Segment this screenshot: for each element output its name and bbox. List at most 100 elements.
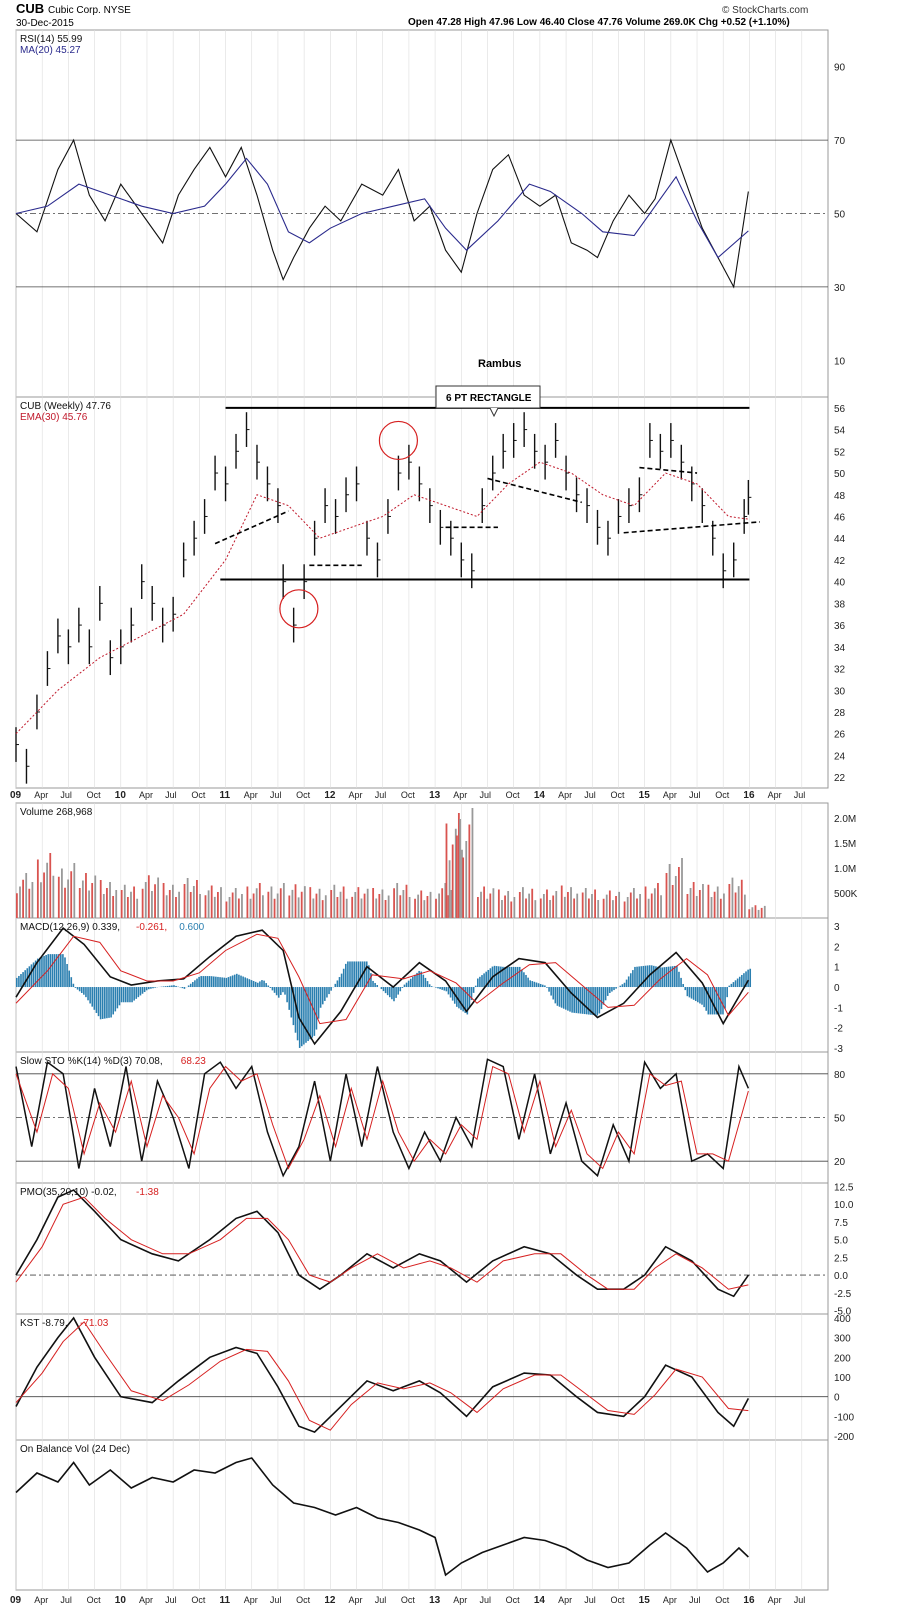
macd-histogram-bar bbox=[451, 987, 454, 1001]
x-tick-label: Apr bbox=[139, 790, 153, 800]
x-tick-label: Apr bbox=[453, 790, 467, 800]
macd-histogram-bar bbox=[437, 987, 439, 989]
volume-bar bbox=[309, 887, 312, 918]
x-tick-label: 14 bbox=[534, 790, 546, 801]
x-tick-label: Apr bbox=[768, 790, 782, 800]
macd-histogram-bar bbox=[309, 987, 311, 1040]
macd-histogram-bar bbox=[152, 987, 154, 989]
volume-bar bbox=[130, 891, 132, 918]
volume-bar bbox=[31, 882, 34, 918]
volume-bar bbox=[210, 885, 213, 918]
volume-bar bbox=[731, 877, 734, 918]
macd-histogram-bar bbox=[368, 965, 370, 988]
macd-histogram-bar bbox=[535, 982, 538, 988]
macd-histogram-bar bbox=[217, 976, 219, 988]
macd-histogram-bar bbox=[53, 954, 56, 988]
volume-bar bbox=[255, 888, 258, 918]
volume-bar bbox=[660, 895, 662, 918]
kst-series-0-line bbox=[15, 1316, 750, 1434]
rsi-series-0-line bbox=[15, 138, 749, 289]
macd-histogram-bar bbox=[372, 980, 374, 988]
x-tick-label: 15 bbox=[639, 790, 651, 801]
volume-bar bbox=[372, 888, 375, 918]
macd-histogram-bar bbox=[562, 987, 565, 1009]
volume-bar bbox=[262, 895, 264, 918]
volume-bar bbox=[61, 868, 63, 918]
macd-histogram-bar bbox=[231, 975, 234, 988]
price-legend-0: CUB (Weekly) 47.76 bbox=[20, 401, 111, 412]
macd-histogram-bar bbox=[290, 987, 293, 1018]
macd-histogram-bar bbox=[386, 987, 389, 996]
macd-histogram-bar bbox=[24, 970, 26, 988]
volume-bar bbox=[46, 862, 49, 918]
x-tick-label: Jul bbox=[584, 790, 596, 800]
x-tick-label: 10 bbox=[115, 790, 127, 801]
x-tick-label: Apr bbox=[244, 790, 258, 800]
volume-bar bbox=[279, 888, 282, 918]
macd-histogram-bar bbox=[171, 985, 173, 988]
volume-bar bbox=[199, 894, 201, 918]
price-y-tick-label: 52 bbox=[834, 447, 846, 458]
macd-histogram-bar bbox=[512, 966, 515, 988]
macd-histogram-bar bbox=[365, 961, 368, 988]
price-y-tick-label: 56 bbox=[834, 404, 846, 415]
volume-bar bbox=[40, 882, 42, 918]
x-tick-label: Oct bbox=[610, 790, 625, 800]
macd-histogram-bar bbox=[95, 987, 98, 1013]
macd-histogram-bar bbox=[108, 987, 110, 1018]
macd-histogram-bar bbox=[738, 976, 741, 988]
macd-y-tick-label: -3 bbox=[834, 1044, 843, 1055]
macd-histogram-bar bbox=[275, 987, 278, 996]
x-tick-label: 16 bbox=[743, 1595, 755, 1606]
volume-bar bbox=[665, 873, 668, 918]
volume-bar bbox=[573, 898, 576, 918]
macd-histogram-bar bbox=[521, 969, 523, 988]
macd-histogram-bar bbox=[468, 987, 471, 1008]
volume-bar bbox=[435, 898, 437, 918]
volume-bar bbox=[186, 878, 189, 918]
macd-histogram-bar bbox=[66, 964, 68, 988]
volume-bar bbox=[106, 888, 108, 918]
company-name: Cubic Corp. NYSE bbox=[48, 5, 131, 16]
x-tick-label: Jul bbox=[270, 790, 282, 800]
macd-histogram-bar bbox=[91, 987, 94, 1007]
volume-bar bbox=[552, 895, 555, 918]
kst-y-tick-label: 200 bbox=[834, 1353, 851, 1364]
macd-histogram-bar bbox=[653, 965, 655, 988]
panel-frames bbox=[15, 29, 829, 1591]
rsi-y-tick-label: 30 bbox=[834, 283, 846, 294]
volume-bar bbox=[763, 905, 766, 918]
rsi-y-tick-label: 90 bbox=[834, 63, 846, 74]
macd-histogram-bar bbox=[221, 977, 223, 988]
macd-histogram-bar bbox=[51, 954, 54, 988]
volume-bar bbox=[73, 863, 76, 918]
pmo-y-tick-label: 0.0 bbox=[834, 1271, 848, 1282]
macd-histogram-bar bbox=[229, 976, 232, 988]
macd-histogram-bar bbox=[286, 987, 288, 1003]
macd-histogram-bar bbox=[393, 987, 395, 1002]
macd-histogram-bar bbox=[76, 987, 79, 990]
macd-histogram-bar bbox=[709, 987, 712, 1015]
quote-line: Open 47.28 High 47.96 Low 46.40 Close 47… bbox=[408, 17, 790, 28]
volume-bar bbox=[454, 828, 457, 918]
macd-histogram-bar bbox=[36, 958, 39, 988]
macd-histogram-bar bbox=[334, 983, 337, 988]
volume-bar bbox=[396, 883, 399, 918]
macd-histogram-bar bbox=[741, 974, 743, 988]
x-tick-label: Apr bbox=[244, 1595, 258, 1605]
macd-histogram-bar bbox=[183, 987, 186, 989]
macd-histogram-bar bbox=[315, 987, 318, 1030]
volume-bar bbox=[204, 895, 207, 918]
volume-bar bbox=[587, 898, 590, 918]
macd-histogram-bar bbox=[357, 961, 360, 988]
macd-histogram-bar bbox=[294, 987, 297, 1033]
volume-bar bbox=[273, 898, 276, 918]
x-tick-label: Jul bbox=[165, 790, 177, 800]
macd-histogram-bar bbox=[45, 955, 47, 988]
macd-histogram-bar bbox=[477, 978, 479, 988]
volume-bar bbox=[591, 894, 593, 918]
macd-series-1-line bbox=[15, 933, 749, 1025]
x-tick-label: Oct bbox=[296, 790, 311, 800]
volume-bar bbox=[507, 891, 510, 918]
